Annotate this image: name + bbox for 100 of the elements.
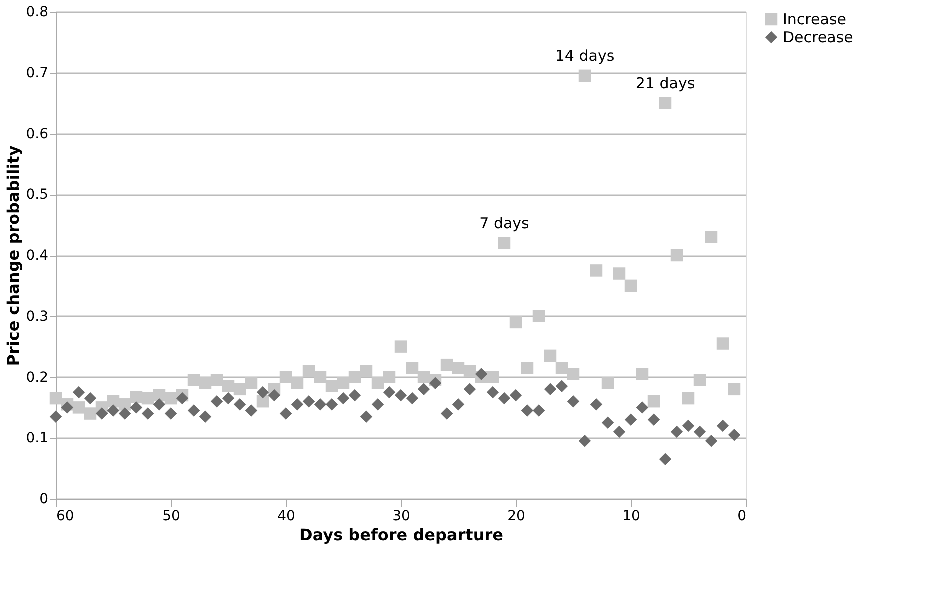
point (464, 365, 476, 378)
point (72, 402, 86, 414)
point (291, 398, 304, 411)
point (291, 377, 304, 390)
point (406, 362, 419, 374)
y-tick-label: 0.3 (26, 308, 48, 325)
point (84, 392, 97, 405)
point (188, 374, 200, 386)
point (199, 410, 212, 423)
point (613, 268, 626, 280)
point (164, 392, 178, 405)
point (130, 391, 143, 404)
point (222, 380, 235, 393)
point (72, 386, 86, 399)
point (84, 408, 97, 420)
point (636, 402, 649, 414)
point (429, 377, 442, 390)
x-tick-label: 60 (56, 508, 74, 524)
point (544, 350, 557, 362)
point (521, 404, 534, 417)
point (486, 371, 500, 384)
point (176, 392, 189, 405)
point (602, 416, 614, 430)
point (130, 402, 143, 414)
point (153, 398, 166, 411)
point (302, 365, 316, 378)
point (452, 362, 465, 374)
x-tick-label: 40 (278, 508, 296, 524)
y-tick-label: 0.7 (26, 65, 48, 82)
point (96, 408, 108, 420)
point (394, 389, 408, 402)
y-tick-label: 0.8 (26, 4, 48, 20)
point (521, 362, 534, 374)
point (498, 237, 511, 250)
point (314, 371, 327, 384)
point (510, 316, 522, 329)
point (372, 398, 384, 411)
point (486, 386, 500, 399)
point (280, 371, 292, 384)
point (670, 426, 684, 438)
point (578, 435, 592, 448)
x-axis-title: Days before departure (300, 526, 504, 544)
point (728, 428, 741, 442)
point (613, 426, 626, 438)
annotation: 14 days (555, 46, 615, 65)
point (636, 368, 649, 380)
point (728, 383, 741, 396)
point (498, 392, 511, 405)
point (210, 374, 224, 386)
point (360, 410, 373, 423)
point (348, 371, 362, 384)
point (210, 395, 224, 408)
point (694, 426, 706, 438)
y-tick-label: 0.1 (26, 430, 48, 447)
point (510, 389, 522, 402)
point (440, 408, 454, 420)
y-axis-title: Price change probability (4, 145, 24, 366)
point (464, 383, 476, 396)
point (418, 383, 430, 396)
x-tick-label: 0 (738, 508, 746, 524)
point (337, 392, 350, 405)
point (694, 374, 706, 386)
point (705, 435, 718, 448)
point (245, 377, 258, 390)
point (532, 310, 546, 322)
y-tick-label: 0.5 (26, 187, 48, 204)
point (348, 389, 362, 402)
point (302, 395, 316, 408)
point (532, 404, 546, 417)
point (337, 377, 350, 390)
point (142, 392, 154, 405)
point (406, 392, 419, 405)
point (716, 420, 730, 432)
y-tick-label: 0.2 (26, 370, 48, 386)
point (50, 392, 62, 405)
y-tick-label: 0.4 (26, 248, 49, 264)
point (118, 408, 132, 420)
point (383, 371, 396, 384)
x-tick-label: 20 (508, 508, 526, 524)
point (705, 231, 718, 244)
point (326, 380, 338, 393)
point (61, 402, 74, 414)
point (314, 398, 327, 411)
point (556, 362, 568, 374)
point (245, 404, 258, 417)
point (394, 340, 408, 353)
point (188, 404, 200, 417)
point (659, 97, 672, 110)
point (648, 414, 660, 426)
point (716, 338, 730, 350)
point (624, 280, 638, 292)
point (326, 398, 338, 411)
point (268, 389, 281, 402)
point (567, 368, 580, 380)
point (440, 358, 454, 372)
point (475, 368, 488, 380)
point (602, 377, 614, 390)
point (567, 395, 580, 408)
point (383, 386, 396, 399)
point (142, 408, 154, 420)
